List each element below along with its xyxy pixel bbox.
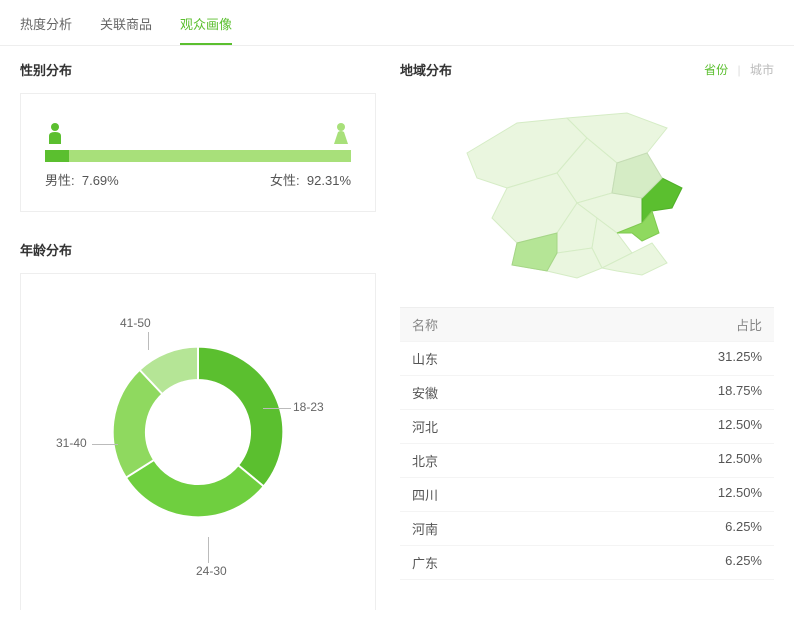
toggle-city[interactable]: 城市: [750, 63, 774, 77]
gender-card: 男性: 7.69% 女性: 92.31%: [20, 93, 376, 212]
age-label-24-30: 24-30: [196, 564, 227, 578]
toggle-province[interactable]: 省份: [704, 63, 728, 77]
tab-audience[interactable]: 观众画像: [180, 8, 232, 45]
th-pct: 占比: [736, 315, 762, 334]
age-card: 18-23 24-30 31-40 41-50: [20, 273, 376, 610]
table-row: 广东6.25%: [400, 546, 774, 580]
region-head: 地域分布 省份 | 城市: [400, 60, 774, 79]
region-toggle: 省份 | 城市: [704, 61, 774, 78]
table-row: 山东31.25%: [400, 342, 774, 376]
table-row: 安徽18.75%: [400, 376, 774, 410]
region-title: 地域分布: [400, 60, 452, 79]
table-row: 河北12.50%: [400, 410, 774, 444]
age-donut: [108, 342, 288, 522]
content: 性别分布 男性: 7.69% 女性: 92.31%: [0, 46, 794, 630]
gender-head: 性别分布: [20, 60, 376, 79]
region-table: 名称 占比 山东31.25% 安徽18.75% 河北12.50% 北京12.50…: [400, 307, 774, 580]
tabs: 热度分析 关联商品 观众画像: [0, 0, 794, 46]
male-icon: [45, 122, 65, 144]
left-column: 性别分布 男性: 7.69% 女性: 92.31%: [20, 60, 376, 610]
age-section: 年龄分布 18-23 24-30 31-40 41-50: [20, 240, 376, 610]
table-row: 河南6.25%: [400, 512, 774, 546]
table-row: 四川12.50%: [400, 478, 774, 512]
donut-wrap: 18-23 24-30 31-40 41-50: [38, 292, 358, 592]
female-label: 女性: 92.31%: [270, 170, 351, 189]
table-header: 名称 占比: [400, 308, 774, 342]
gender-title: 性别分布: [20, 60, 72, 79]
gender-bar: [45, 150, 351, 162]
male-label: 男性: 7.69%: [45, 170, 119, 189]
th-name: 名称: [412, 315, 438, 334]
age-label-18-23: 18-23: [293, 400, 324, 414]
tab-heat[interactable]: 热度分析: [20, 8, 72, 45]
female-icon: [331, 122, 351, 144]
right-column: 地域分布 省份 | 城市: [400, 60, 774, 610]
table-row: 北京12.50%: [400, 444, 774, 478]
age-title: 年龄分布: [20, 240, 72, 259]
gender-bar-male: [45, 150, 69, 162]
age-label-31-40: 31-40: [56, 436, 87, 450]
age-label-41-50: 41-50: [120, 316, 151, 330]
china-map: [400, 93, 774, 293]
tab-related[interactable]: 关联商品: [100, 8, 152, 45]
